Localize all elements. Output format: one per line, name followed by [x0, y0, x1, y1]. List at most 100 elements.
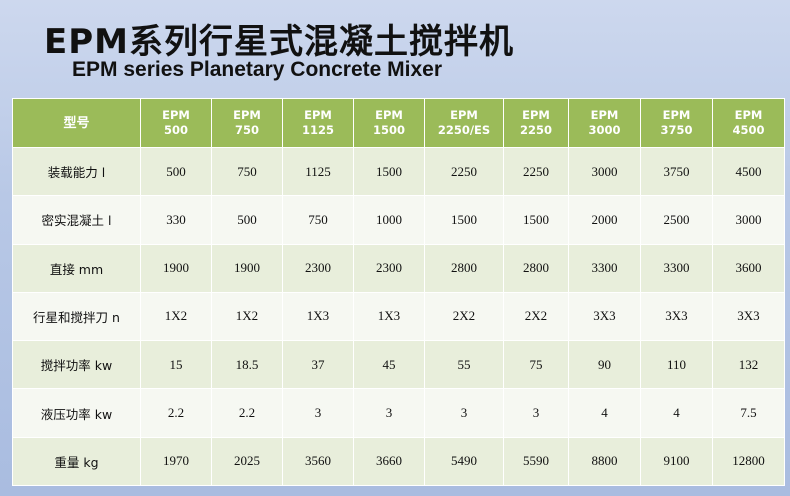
table-cell: 3 [424, 388, 504, 438]
table-cell: 45 [353, 340, 425, 390]
table-cell: 1500 [503, 195, 569, 245]
model-series: EPM [522, 108, 550, 122]
table-cell: 1X2 [211, 291, 283, 342]
table-cell: 4 [568, 388, 641, 438]
table-cell: 2.2 [140, 388, 212, 438]
table-cell: 1X2 [140, 291, 212, 342]
table-body: 装载能力 l 500 750 1125 1500 2250 2250 3000 3750 4500… [12, 146, 785, 487]
table-cell: 2X2 [503, 291, 569, 342]
model-number: 750 [234, 123, 259, 137]
model-series: EPM [304, 108, 332, 122]
model-series: EPM [662, 108, 691, 122]
model-series: EPM [734, 108, 763, 122]
model-series: EPM [590, 108, 619, 122]
table-cell: 3600 [712, 243, 785, 293]
table-cell: 1900 [140, 243, 212, 293]
table-cell: 1970 [140, 436, 212, 487]
table-row: 搅拌功率 kw 15 18.5 37 45 55 75 90 110 132 [12, 340, 785, 390]
model-series: EPM [162, 108, 190, 122]
table-cell: 2025 [211, 436, 283, 487]
table-header-row: 型号 EPM 500 EPM 750 EPM 1125 EPM 1500 EPM 2250/ES E… [12, 98, 785, 148]
table-cell: 12800 [712, 436, 785, 487]
table-cell: 5590 [503, 436, 569, 487]
model-series: EPM [233, 108, 261, 122]
table-row: 密实混凝土 l 330 500 750 1000 1500 1500 2000 2500 3000 [12, 195, 785, 245]
header-model-cell: EPM 4500 [712, 98, 785, 148]
header-model-cell: EPM 1125 [282, 98, 354, 148]
table-cell: 3750 [640, 146, 713, 197]
table-row: 行星和搅拌刀 n 1X2 1X2 1X3 1X3 2X2 2X2 3X3 3X3 3X3 [12, 291, 785, 342]
model-series: EPM [375, 108, 403, 122]
table-cell: 55 [424, 340, 504, 390]
model-number: 4500 [732, 123, 765, 137]
page-title-english: EPM series Planetary Concrete Mixer [72, 58, 443, 81]
table-cell: 500 [211, 195, 283, 245]
table-cell: 500 [140, 146, 212, 197]
table-cell: 1900 [211, 243, 283, 293]
table-cell: 1000 [353, 195, 425, 245]
table-cell: 3560 [282, 436, 354, 487]
header-model-cell: EPM 3750 [640, 98, 713, 148]
table-cell: 110 [640, 340, 713, 390]
table-cell: 2500 [640, 195, 713, 245]
table-cell: 3X3 [712, 291, 785, 342]
table-cell: 330 [140, 195, 212, 245]
table-cell: 3000 [712, 195, 785, 245]
table-cell: 3 [503, 388, 569, 438]
model-number: 2250 [519, 123, 552, 137]
table-cell: 2X2 [424, 291, 504, 342]
table-cell: 1125 [282, 146, 354, 197]
header-model-cell: EPM 750 [211, 98, 283, 148]
table-cell: 3X3 [568, 291, 641, 342]
header-model-label: 型号 [12, 98, 141, 148]
table-cell: 4 [640, 388, 713, 438]
table-cell: 18.5 [211, 340, 283, 390]
table-cell: 37 [282, 340, 354, 390]
row-label: 搅拌功率 kw [12, 340, 141, 390]
table-row: 直接 mm 1900 1900 2300 2300 2800 2800 3300 3300 360… [12, 243, 785, 293]
table-cell: 15 [140, 340, 212, 390]
header-model-cell: EPM 2250/ES [424, 98, 504, 148]
model-series: EPM [450, 108, 478, 122]
row-label: 密实混凝土 l [12, 195, 141, 245]
table-cell: 9100 [640, 436, 713, 487]
table-row: 液压功率 kw 2.2 2.2 3 3 3 3 4 4 7.5 [12, 388, 785, 438]
table-cell: 1X3 [282, 291, 354, 342]
table-cell: 750 [282, 195, 354, 245]
row-label: 直接 mm [12, 243, 141, 293]
table-cell: 750 [211, 146, 283, 197]
table-cell: 2800 [424, 243, 504, 293]
table-cell: 2250 [503, 146, 569, 197]
table-cell: 1500 [353, 146, 425, 197]
table-cell: 2300 [353, 243, 425, 293]
table-cell: 7.5 [712, 388, 785, 438]
row-label: 装载能力 l [12, 146, 141, 197]
model-number: 2250/ES [437, 123, 491, 137]
table-cell: 4500 [712, 146, 785, 197]
table-cell: 3000 [568, 146, 641, 197]
table-cell: 2250 [424, 146, 504, 197]
model-number: 3750 [660, 123, 693, 137]
table-cell: 2300 [282, 243, 354, 293]
table-cell: 3300 [568, 243, 641, 293]
table-cell: 3 [282, 388, 354, 438]
table-cell: 2800 [503, 243, 569, 293]
table-row: 重量 kg 1970 2025 3560 3660 5490 5590 8800 9100 128… [12, 436, 785, 487]
header-model-cell: EPM 3000 [568, 98, 641, 148]
table-row: 装载能力 l 500 750 1125 1500 2250 2250 3000 3750 4500 [12, 146, 785, 197]
spec-table: 型号 EPM 500 EPM 750 EPM 1125 EPM 1500 EPM 2250/ES E… [12, 98, 785, 487]
table-cell: 3 [353, 388, 425, 438]
table-cell: 90 [568, 340, 641, 390]
row-label: 重量 kg [12, 436, 141, 487]
header-model-cell: EPM 1500 [353, 98, 425, 148]
table-cell: 1500 [424, 195, 504, 245]
header-model-cell: EPM 500 [140, 98, 212, 148]
table-cell: 132 [712, 340, 785, 390]
table-cell: 75 [503, 340, 569, 390]
table-cell: 3660 [353, 436, 425, 487]
model-number: 3000 [588, 123, 621, 137]
table-cell: 5490 [424, 436, 504, 487]
table-cell: 1X3 [353, 291, 425, 342]
page-title-chinese: EPM系列行星式混凝土搅拌机 [44, 22, 514, 62]
model-number: 500 [163, 123, 188, 137]
